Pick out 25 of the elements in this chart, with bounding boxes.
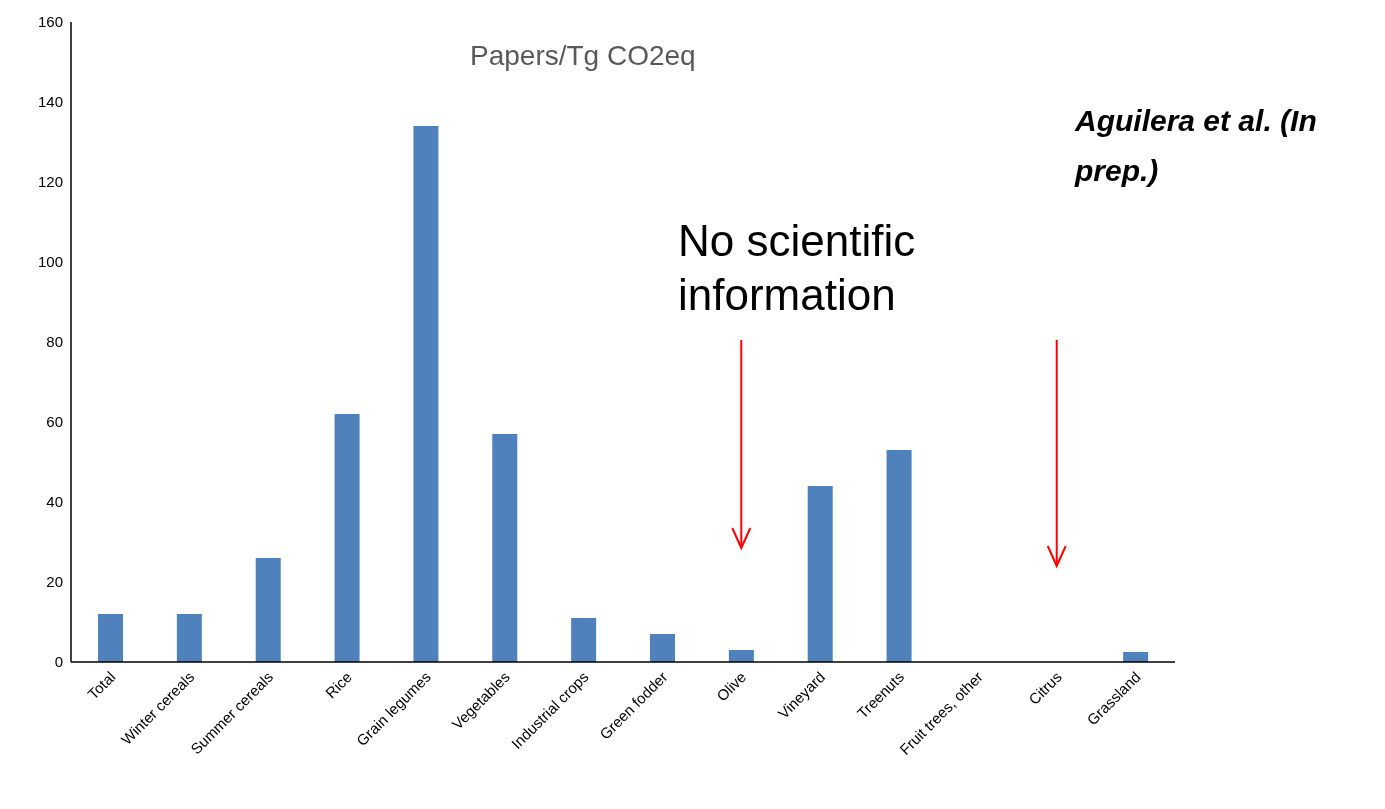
y-tick-label: 100	[37, 253, 63, 271]
y-tick-label: 0	[54, 653, 63, 671]
y-tick-label: 40	[46, 493, 63, 511]
bar	[1123, 652, 1149, 662]
bar	[886, 450, 912, 662]
x-tick-label: Rice	[321, 668, 356, 702]
bar	[571, 618, 597, 662]
y-tick-label: 140	[37, 93, 63, 111]
bar	[255, 558, 281, 662]
y-tick-label: 120	[37, 173, 63, 191]
annotation: No scientific information	[678, 215, 917, 321]
y-tick-label: 20	[46, 573, 63, 591]
bar	[413, 126, 439, 662]
bar	[728, 650, 754, 662]
bar	[807, 486, 833, 662]
bar	[98, 614, 123, 662]
y-tick-label: 60	[46, 413, 63, 431]
bar	[176, 614, 202, 662]
bar	[650, 634, 675, 662]
text: Papers/Tg CO2eq	[470, 40, 696, 72]
y-tick-label: 160	[37, 13, 63, 31]
y-tick-label: 80	[46, 333, 63, 351]
bar	[334, 414, 360, 662]
annotation: Aguilera et al. (In prep.)	[1075, 103, 1318, 189]
bar	[492, 434, 518, 662]
